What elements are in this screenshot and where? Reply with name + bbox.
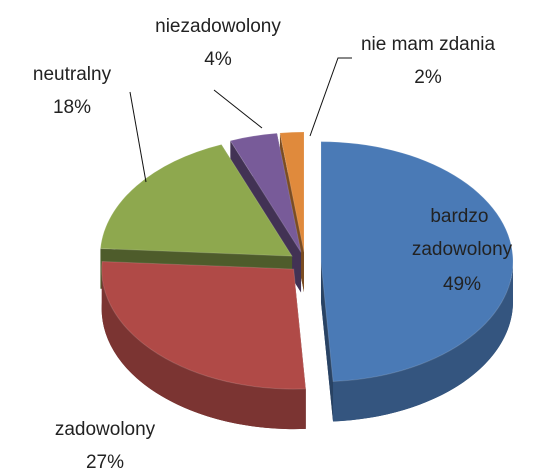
slice xyxy=(320,141,514,382)
value-label: 27% xyxy=(86,452,124,470)
leader-line xyxy=(309,57,352,137)
slice xyxy=(99,143,293,257)
slice xyxy=(101,261,307,390)
label-line: zadowolony xyxy=(412,239,513,260)
leader-line xyxy=(129,91,147,183)
label-line: bardzo xyxy=(430,206,493,227)
value-label: 4% xyxy=(204,49,232,70)
slice-label: niezadowolony xyxy=(155,16,281,37)
slice-side xyxy=(333,261,513,422)
slice-label: bardzo zadowolony xyxy=(412,206,513,260)
slice-wall xyxy=(320,261,334,422)
slice-label: zadowolony xyxy=(55,419,156,440)
value-label: 18% xyxy=(53,97,91,118)
slice-side xyxy=(101,269,306,430)
value-label: 2% xyxy=(414,67,442,88)
slice-label: neutralny xyxy=(33,64,112,85)
slice-label: nie mam zdania xyxy=(361,34,496,55)
slice xyxy=(279,131,305,253)
slice xyxy=(229,132,302,253)
value-label: 49% xyxy=(443,274,481,295)
leader-line xyxy=(213,89,263,129)
